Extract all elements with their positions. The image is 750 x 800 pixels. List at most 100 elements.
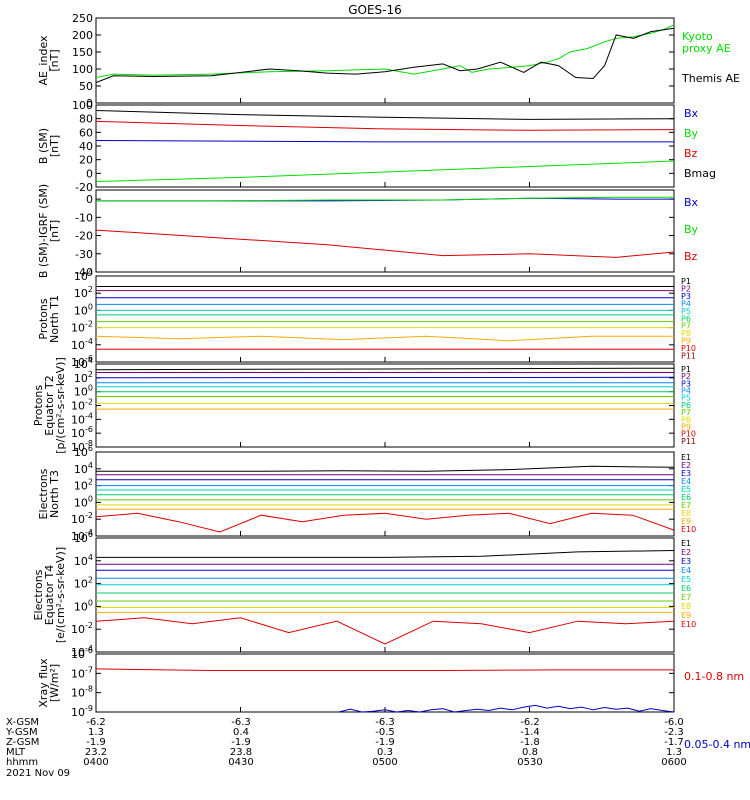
footer-value: -1.8 <box>520 737 540 748</box>
legend-label: E2 <box>681 461 691 470</box>
y-axis-label: ProtonsEquator T2[p/(cm²-s-sr-keV)] <box>32 357 67 454</box>
legend-label: P8 <box>681 329 691 338</box>
legend-label: P9 <box>681 422 691 431</box>
legend-label: P9 <box>681 337 691 346</box>
footer-date: 2021 Nov 09 <box>6 768 70 779</box>
panel-frame <box>95 451 675 537</box>
series-line-e1 <box>96 550 675 558</box>
panel-5: 10410210010-210-410-610-8ProtonsEquator … <box>32 356 696 454</box>
y-tick-label: 10-2 <box>71 398 93 413</box>
y-tick-label: 106 <box>74 444 93 459</box>
footer-row-label: Y-GSM <box>5 727 38 738</box>
legend-label: By <box>684 223 699 236</box>
y-tick-label: 50 <box>79 80 93 93</box>
legend-label: P6 <box>681 401 691 410</box>
footer-value: 1.3 <box>666 747 682 758</box>
y-tick-label: 106 <box>74 530 93 545</box>
y-tick-label: 102 <box>74 478 93 493</box>
series-line-e10 <box>95 512 675 533</box>
footer-value: -6.0 <box>664 717 684 728</box>
legend-label: E9 <box>681 517 691 526</box>
footer-value: 0400 <box>83 757 108 768</box>
y-tick-label: 0 <box>86 167 93 180</box>
y-tick-label: 102 <box>74 576 93 591</box>
panel-3: -40 -30 -20 -10 0 B (SM)-IGRF (SM)[nT] Bx By Bz <box>37 184 699 279</box>
legend-label: 0.05-0.4 nm <box>684 738 750 751</box>
y-tick-label: 104 <box>74 553 93 568</box>
footer-value: 0430 <box>228 757 253 768</box>
footer-value: -1.9 <box>86 737 106 748</box>
y-tick-label: -10 <box>75 211 93 224</box>
legend-label: E8 <box>681 509 691 518</box>
footer-value: 0600 <box>661 757 686 768</box>
legend-label: E10 <box>681 620 696 629</box>
panel-frame <box>95 189 675 273</box>
series-line-themis-ae <box>95 27 675 84</box>
footer-value: -6.3 <box>231 717 251 728</box>
legend-label: E10 <box>681 525 696 534</box>
series-line-0.1-0.8-nm <box>95 668 674 671</box>
y-tick-label: 40 <box>79 140 93 153</box>
series-line-e1 <box>96 465 675 472</box>
footer-value: -6.2 <box>86 717 106 728</box>
legend-label: P11 <box>681 437 696 446</box>
y-axis-label: AE_index[nT] <box>37 35 61 86</box>
footer-value: 1.3 <box>88 727 104 738</box>
legend-label: Bmag <box>684 167 716 180</box>
series-line-e10 <box>95 617 675 645</box>
legend-label: P10 <box>681 344 696 353</box>
legend-label: Bx <box>684 107 699 120</box>
y-tick-label: 100 <box>74 598 93 613</box>
legend-label: E7 <box>681 593 691 602</box>
y-axis-label: ElectronsEquator T4[e/(cm²-s-sr-keV)] <box>32 547 67 643</box>
y-tick-label: 60 <box>79 126 93 139</box>
footer-value: 0500 <box>372 757 397 768</box>
footer-row-label: Z-GSM <box>6 737 39 748</box>
legend-label: E3 <box>681 469 691 478</box>
series-line-by <box>96 196 674 202</box>
legend-label: E3 <box>681 557 691 566</box>
plot-title: GOES-16 <box>348 3 402 17</box>
legend-label: E6 <box>681 584 691 593</box>
footer-value: -2.3 <box>664 727 684 738</box>
y-tick-label: -30 <box>75 248 93 261</box>
footer-row-label: hhmm <box>6 757 38 768</box>
legend-label: P7 <box>681 322 691 331</box>
series-line-0.05-0.4-nm <box>338 704 675 713</box>
series-line-p3 <box>95 376 675 379</box>
y-tick-label: 102 <box>74 285 93 300</box>
y-tick-label: 10-4 <box>71 411 93 426</box>
y-tick-label: 104 <box>74 461 93 476</box>
series-line-by <box>95 160 675 182</box>
y-tick-label: 10-2 <box>71 320 93 335</box>
legend-label: E5 <box>681 575 691 584</box>
y-axis-label: ProtonsNorth T1 <box>37 295 61 343</box>
legend-label: P2 <box>681 372 691 381</box>
legend-label: Themis AE <box>681 72 740 85</box>
legend-label: Bz <box>684 250 698 263</box>
y-tick-label: -20 <box>75 230 93 243</box>
panel-frame <box>95 17 675 104</box>
legend-label: E5 <box>681 485 691 494</box>
position-footer: X-GSM -6.2 -6.3 -6.3 -6.2 -6.0 Y-GSM 1.3 0.4 -0.5… <box>5 717 687 779</box>
series-line-bx <box>95 140 674 143</box>
y-tick-label: -20 <box>75 181 93 194</box>
legend-label: E4 <box>681 566 691 575</box>
series-line-bz <box>95 229 675 258</box>
footer-value: -6.2 <box>520 717 540 728</box>
footer-value: -6.3 <box>375 717 395 728</box>
legend-label: E8 <box>681 602 691 611</box>
y-tick-label: 100 <box>72 99 93 112</box>
legend-label: P7 <box>681 408 691 417</box>
legend-label: P3 <box>681 292 691 301</box>
legend-label: P3 <box>681 379 691 388</box>
legend-label: Bx <box>684 196 699 209</box>
y-tick-label: 10-8 <box>71 685 93 700</box>
y-tick-label: 10-2 <box>71 511 93 526</box>
footer-value: -1.7 <box>664 737 684 748</box>
y-tick-label: 20 <box>79 154 93 167</box>
footer-value: 0530 <box>517 757 542 768</box>
